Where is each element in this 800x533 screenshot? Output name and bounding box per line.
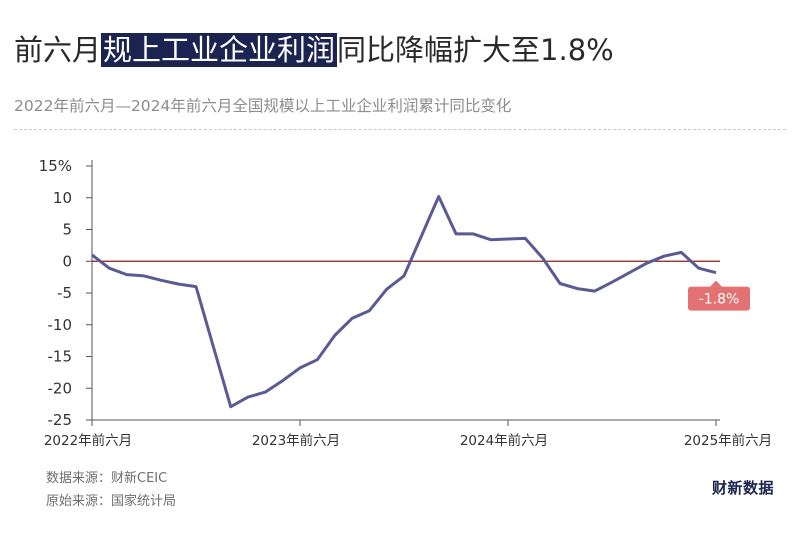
last-value-callout: -1.8% (688, 280, 750, 311)
y-tick-label: 0 (62, 252, 72, 270)
y-tick-label: -10 (48, 316, 73, 334)
title-suffix: 同比降幅扩大至1.8% (337, 33, 614, 67)
y-axis: 15% 10 5 0 -5 -10 -15 -20 -25 (39, 157, 93, 429)
y-tick-label: -20 (48, 379, 73, 397)
title-highlight: 规上工业企业利润 (101, 33, 338, 67)
chart-title: 前六月规上工业企业利润同比降幅扩大至1.8% (14, 30, 614, 70)
original-source: 原始来源：国家统计局 (46, 494, 177, 509)
callout-pointer (710, 280, 722, 287)
y-tick-label: -25 (48, 411, 73, 429)
y-tick-label: 5 (62, 221, 72, 239)
y-tick-label: 10 (53, 189, 72, 207)
x-axis: 2022年前六月 2023年前六月 2024年前六月 2025年前六月 (44, 419, 772, 449)
x-tick-label: 2023年前六月 (252, 432, 340, 449)
series-line (91, 195, 717, 409)
title-prefix: 前六月 (14, 33, 102, 67)
callout-label: -1.8% (699, 292, 740, 308)
y-tick-label: -5 (57, 284, 72, 302)
y-tick-label: -15 (48, 348, 73, 366)
brand-logo: 财新数据 (711, 479, 774, 497)
y-tick-label: 15% (39, 157, 72, 175)
data-source: 数据来源：财新CEIC (46, 471, 168, 486)
divider (14, 129, 786, 130)
chart-subtitle: 2022年前六月—2024年前六月全国规模以上工业企业利润累计同比变化 (14, 97, 512, 115)
x-tick-label: 2022年前六月 (44, 432, 132, 449)
x-tick-label: 2025年前六月 (684, 432, 772, 449)
x-tick-label: 2024年前六月 (460, 432, 548, 449)
callout-box (688, 286, 750, 311)
